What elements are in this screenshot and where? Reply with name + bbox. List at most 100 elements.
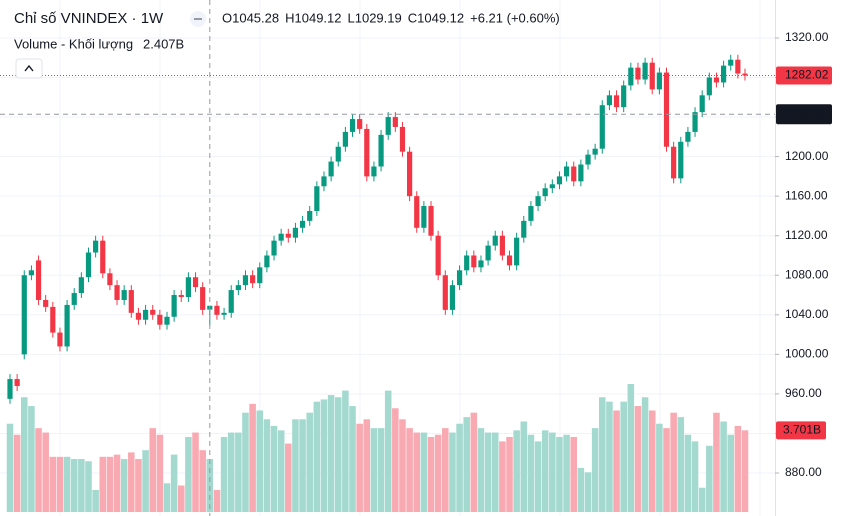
candle-body [535, 196, 541, 207]
candle-body [421, 206, 427, 228]
candle-body [292, 227, 299, 238]
volume-bar [356, 423, 363, 512]
candle-body [392, 117, 398, 127]
ohlc-legend: +6.21 (+0.60%) [470, 10, 560, 25]
volume-bar [13, 434, 21, 512]
candle-body [257, 267, 263, 284]
candle-body [478, 260, 484, 268]
candle-body [107, 273, 113, 286]
candle-body [50, 306, 56, 333]
y-tick-label: 1320.00 [785, 30, 829, 44]
volume-bar [156, 434, 164, 512]
volume-bar [541, 430, 549, 512]
volume-bar [242, 412, 249, 512]
volume-bar [477, 428, 485, 512]
candle-body [57, 332, 63, 347]
volume-bar [370, 428, 378, 512]
candle-body [342, 131, 348, 147]
volume-bar [120, 459, 128, 512]
candle-body [192, 277, 199, 288]
candle-body [720, 65, 727, 83]
volume-bar [484, 432, 492, 512]
candle-body [485, 245, 491, 261]
volume-bar [334, 397, 342, 512]
volume-bar [442, 428, 449, 512]
volume-bar [135, 459, 142, 512]
volume-bar [363, 419, 371, 512]
candle-body [649, 62, 655, 90]
candle-body [335, 146, 341, 162]
candle-body [456, 270, 463, 286]
last-price-tag [776, 66, 832, 85]
volume-bar [499, 441, 506, 512]
volume-bar [285, 443, 292, 512]
y-tick-label: 960.00 [785, 386, 822, 400]
volume-bar [235, 432, 242, 512]
candle-body [592, 148, 598, 155]
candle-body [613, 95, 620, 108]
volume-bar [299, 419, 306, 512]
candle-body [621, 85, 627, 108]
volume-bar [599, 397, 606, 512]
volume-bar [28, 406, 35, 512]
volume-bar [6, 423, 14, 512]
y-tick-label: 1200.00 [785, 149, 829, 163]
volume-bar [691, 441, 699, 512]
y-tick-label: 1160.00 [785, 188, 828, 202]
candle-body [378, 134, 384, 167]
volume-bar [170, 454, 178, 512]
volume-bar [35, 428, 42, 512]
ohlc-legend: L1029.19 [348, 10, 402, 25]
candle-body [542, 188, 548, 197]
volume-bar [149, 428, 156, 512]
candle-body [742, 73, 748, 76]
candle-body [128, 290, 134, 313]
candle-body [242, 275, 249, 286]
collapse-button[interactable] [15, 58, 43, 79]
ohlc-legend: H1049.12 [285, 10, 341, 25]
candle-body [571, 166, 577, 182]
volume-bar [620, 401, 627, 512]
volume-bar [634, 406, 642, 512]
candle-body [642, 62, 648, 80]
volume-bar [420, 432, 428, 512]
candle-body [364, 128, 370, 177]
volume-bar [249, 403, 256, 512]
candle-body [464, 255, 470, 271]
candle-body [585, 154, 591, 165]
candle-body [114, 285, 120, 300]
candle-body [635, 67, 641, 80]
volume-bar [320, 399, 328, 512]
candle-body [93, 240, 99, 253]
candle-body [678, 141, 684, 179]
volume-bar [21, 397, 28, 512]
candle-body [314, 186, 320, 211]
volume-bar [570, 436, 578, 512]
candle-body [706, 77, 712, 96]
volume-bar [256, 410, 264, 512]
volume-bar [606, 401, 613, 512]
candle-body [713, 77, 720, 83]
y-tick-label: 880.00 [785, 465, 822, 479]
volume-bar [70, 459, 78, 512]
candle-body [35, 260, 42, 300]
candle-body [71, 293, 77, 305]
volume-bar [192, 432, 199, 512]
candle-body [221, 312, 227, 315]
candle-body [407, 151, 413, 197]
volume-bar [327, 395, 335, 512]
y-tick-label: 1080.00 [785, 267, 829, 281]
candle-body [250, 275, 256, 284]
candle-body [178, 295, 184, 298]
volume-bar [720, 421, 727, 512]
volume-bar [342, 390, 349, 512]
candle-body [285, 233, 291, 238]
volume-tag [776, 421, 826, 440]
last-price-label: 1282.02 [785, 68, 829, 82]
volume-bar [113, 454, 121, 512]
candle-body [307, 210, 313, 221]
candle-body [14, 379, 20, 386]
candle-body [692, 112, 698, 132]
candle-body [492, 235, 498, 246]
candle-body [671, 146, 677, 179]
